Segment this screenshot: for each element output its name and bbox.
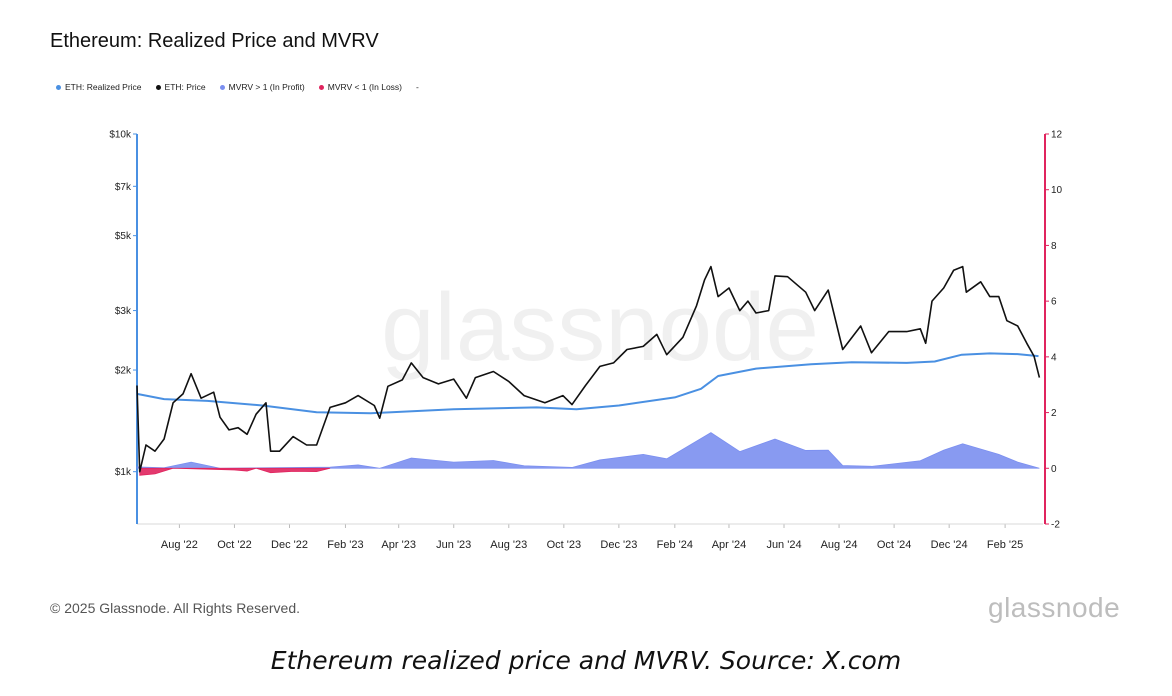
x-tick-label: Aug '22: [161, 539, 198, 551]
legend-item-price[interactable]: ETH: Price: [155, 82, 206, 92]
right-tick-label: 0: [1051, 464, 1057, 475]
x-tick-label: Oct '22: [217, 539, 252, 551]
chart-plot: glassnode Aug '22 Oct '22 Dec '22 Feb '23 Apr…: [109, 130, 1063, 552]
chart-title: Ethereum: Realized Price and MVRV: [50, 30, 379, 52]
legend-item-mvrv-profit[interactable]: MVRV > 1 (In Profit): [219, 82, 305, 92]
legend-item-mvrv-loss[interactable]: MVRV < 1 (In Loss): [318, 82, 403, 92]
legend-label: MVRV < 1 (In Loss): [327, 82, 403, 92]
legend-dot: [318, 84, 324, 90]
copyright-text: © 2025 Glassnode. All Rights Reserved.: [50, 600, 301, 616]
right-tick-label: -2: [1051, 520, 1060, 531]
realized-price-line: [136, 352, 1039, 415]
legend-item-extra: -: [416, 82, 419, 92]
right-tick-label: 8: [1051, 241, 1057, 252]
x-tick-label: Dec '23: [600, 539, 637, 551]
x-tick-label: Feb '25: [987, 539, 1023, 551]
left-tick-label: $1k: [115, 467, 132, 478]
mvrv-profit-area: [136, 432, 1040, 469]
left-tick-label: $3k: [115, 306, 132, 317]
x-tick-label: Oct '24: [877, 539, 912, 551]
x-tick-label: Dec '22: [271, 539, 308, 551]
glassnode-logo: glassnode: [988, 592, 1121, 623]
x-tick-label: Apr '23: [381, 539, 416, 551]
legend-label: MVRV > 1 (In Profit): [228, 82, 305, 92]
x-tick-label: Aug '24: [821, 539, 858, 551]
left-tick-label: $7k: [115, 182, 132, 193]
x-tick-label: Feb '23: [327, 539, 363, 551]
image-caption: Ethereum realized price and MVRV. Source…: [270, 646, 902, 675]
x-tick-label: Apr '24: [712, 539, 747, 551]
right-tick-label: 10: [1051, 185, 1063, 196]
left-tick-label: $10k: [109, 130, 132, 141]
right-tick-label: 6: [1051, 297, 1057, 308]
left-tick-label: $5k: [115, 231, 132, 242]
x-tick-label: Jun '24: [766, 539, 801, 551]
legend-dot: [155, 84, 161, 90]
legend-item-realized-price[interactable]: ETH: Realized Price: [56, 82, 142, 92]
eth-price-line: [136, 265, 1041, 473]
right-tick-label: 2: [1051, 408, 1057, 419]
chart-legend: ETH: Realized Price ETH: Price MVRV > 1 …: [56, 82, 419, 92]
legend-label: ETH: Realized Price: [65, 82, 142, 92]
x-tick-label: Jun '23: [436, 539, 471, 551]
legend-dot: [56, 84, 61, 90]
x-tick-label: Oct '23: [547, 539, 582, 551]
right-tick-label: 4: [1051, 352, 1057, 363]
right-tick-label: 12: [1051, 130, 1063, 141]
left-tick-label: $2k: [115, 366, 132, 377]
legend-label: ETH: Price: [164, 82, 206, 92]
legend-label: -: [416, 82, 419, 92]
legend-dot: [219, 84, 225, 90]
mvrv-loss-area: [139, 467, 331, 476]
x-tick-label: Dec '24: [931, 539, 968, 551]
x-tick-label: Aug '23: [490, 539, 527, 551]
x-tick-label: Feb '24: [657, 539, 693, 551]
chart-watermark: glassnode: [381, 274, 819, 381]
